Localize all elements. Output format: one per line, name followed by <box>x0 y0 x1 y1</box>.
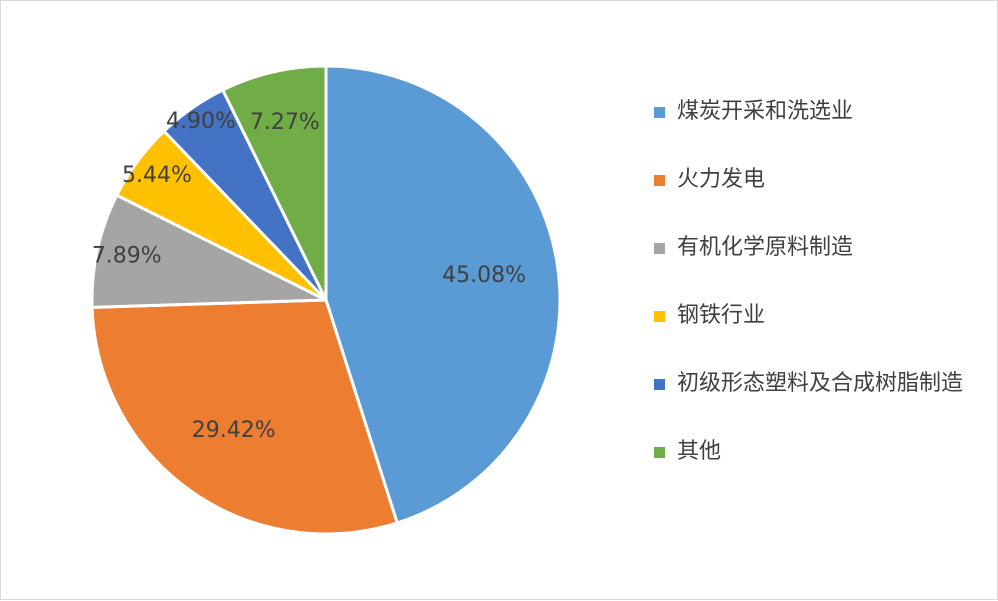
pie-slice <box>324 64 562 525</box>
legend-item: 其他 <box>654 437 984 471</box>
legend-label: 初级形态塑料及合成树脂制造 <box>677 371 964 396</box>
legend-swatch <box>654 447 665 458</box>
legend-swatch <box>654 311 665 322</box>
legend-label: 火力发电 <box>677 167 766 192</box>
legend-label: 有机化学原料制造 <box>677 235 854 260</box>
data-label: 29.42% <box>192 418 276 443</box>
legend-swatch <box>654 107 665 118</box>
pie-slice <box>221 64 328 302</box>
data-label: 7.89% <box>92 244 162 269</box>
legend-swatch <box>654 175 665 186</box>
legend-item: 初级形态塑料及合成树脂制造 <box>654 369 984 437</box>
legend-item: 煤炭开采和洗选业 <box>654 97 984 165</box>
legend-swatch <box>654 243 665 254</box>
legend: 煤炭开采和洗选业 火力发电 有机化学原料制造 钢铁行业 初级形态塑料及合成树脂制… <box>654 97 984 471</box>
data-label: 7.27% <box>250 110 320 135</box>
legend-item: 火力发电 <box>654 165 984 233</box>
data-label: 5.44% <box>122 163 192 188</box>
legend-item: 钢铁行业 <box>654 301 984 369</box>
data-label: 4.90% <box>166 109 236 134</box>
legend-item: 有机化学原料制造 <box>654 233 984 301</box>
legend-label: 钢铁行业 <box>677 303 766 328</box>
legend-swatch <box>654 379 665 390</box>
pie-slice <box>90 193 328 309</box>
legend-label: 其他 <box>677 439 722 464</box>
data-label: 45.08% <box>442 263 526 288</box>
legend-label: 煤炭开采和洗选业 <box>677 99 854 124</box>
pie-slice <box>90 298 399 536</box>
